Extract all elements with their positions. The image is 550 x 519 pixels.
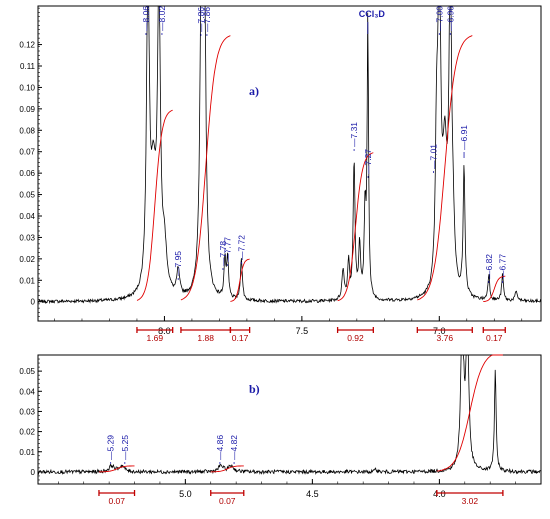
- y-tick-label: 0.02: [19, 255, 35, 264]
- panel-b: 0 0.01 0.02 0.03 0.04 0.05 5.0 4.5 4.0 0.07 0.07 3.…: [19, 354, 542, 506]
- peak-label: —7.78: [218, 241, 228, 266]
- peak-label: —4.86: [215, 435, 225, 460]
- y-tick-label: 0.04: [19, 387, 35, 396]
- integral-value-label: 1.69: [147, 333, 164, 343]
- integral-value-label: 0.07: [108, 496, 125, 506]
- y-tick-label: 0.01: [19, 448, 35, 457]
- integral-curve: [99, 465, 135, 473]
- y-tick-label: 0.05: [19, 367, 35, 376]
- spectrum-trace: [37, 5, 542, 305]
- y-tick-label: 0: [31, 298, 36, 307]
- y-tick-label: 0.10: [19, 83, 35, 92]
- integral-curve: [136, 109, 173, 301]
- y-tick-label: 0.05: [19, 191, 35, 200]
- integral-curve: [230, 258, 250, 302]
- peak-label: —6.77: [498, 254, 508, 279]
- x-tick-label: 8.0: [158, 326, 171, 336]
- integral-curve: [436, 354, 503, 472]
- integral-curve: [210, 465, 244, 473]
- y-tick-label: 0.01: [19, 276, 35, 285]
- peak-label: —7.01: [429, 144, 439, 169]
- y-tick-label: 0.06: [19, 169, 35, 178]
- integral-value-label: 0.92: [347, 333, 364, 343]
- x-tick-label: 7.0: [433, 326, 446, 336]
- x-tick-label: 7.5: [296, 326, 309, 336]
- peak-label: —7.95: [173, 251, 183, 276]
- integral-value-label: 0.07: [219, 496, 236, 506]
- y-tick-label: 0.03: [19, 407, 35, 416]
- integral-curve: [337, 152, 374, 302]
- y-tick-label: 0.07: [19, 148, 35, 157]
- panel-a: 0 0.01 0.02 0.03 0.04 0.05 0.06 0.07 0.08 0.09 0.1…: [19, 5, 542, 343]
- peak-label: —6.91: [459, 125, 469, 150]
- peak-label: —8.06: [141, 6, 151, 31]
- y-tick-label: 0.04: [19, 212, 35, 221]
- x-tick-label: 4.0: [433, 489, 446, 499]
- peak-label: —7.86: [202, 7, 212, 32]
- integral-value-label: 3.76: [437, 333, 454, 343]
- peak-label: —5.25: [120, 435, 130, 460]
- integral-value-label: 0.17: [486, 333, 503, 343]
- peak-label: —4.82: [229, 435, 239, 460]
- integral-curve: [483, 275, 506, 302]
- peak-label: —6.96: [445, 6, 455, 31]
- panel-label: a): [249, 84, 259, 98]
- peak-label: —6.82: [484, 254, 494, 279]
- solvent-annotation: CCl₃D: [359, 9, 386, 19]
- y-tick-label: 0: [31, 468, 36, 477]
- integral-value-label: 3.02: [462, 496, 479, 506]
- peak-label: —7.31: [349, 122, 359, 147]
- panel-label: b): [249, 382, 260, 396]
- peak-label: —7.86: [196, 7, 206, 32]
- peak-label: —7.27: [363, 149, 373, 174]
- y-tick-label: 0.09: [19, 105, 35, 114]
- y-tick-label: 0.02: [19, 428, 35, 437]
- y-tick-label: 0.11: [20, 62, 36, 71]
- y-tick-label: 0.08: [19, 126, 35, 135]
- peak-label: —7.00: [434, 6, 444, 31]
- x-tick-label: 5.0: [179, 489, 192, 499]
- peak-label: —7.72: [236, 235, 246, 260]
- integral-curve: [417, 35, 473, 301]
- integral-value-label: 1.88: [197, 333, 214, 343]
- x-tick-label: 4.5: [306, 489, 319, 499]
- peak-label: —7.77: [223, 237, 233, 262]
- plot-frame: [37, 5, 542, 322]
- integral-value-label: 0.17: [232, 333, 249, 343]
- peak-label: —5.29: [106, 435, 116, 460]
- y-tick-label: 0.12: [19, 41, 35, 50]
- y-tick-label: 0.03: [19, 233, 35, 242]
- integral-curve: [180, 35, 231, 301]
- peak-label: —8.02: [157, 6, 167, 31]
